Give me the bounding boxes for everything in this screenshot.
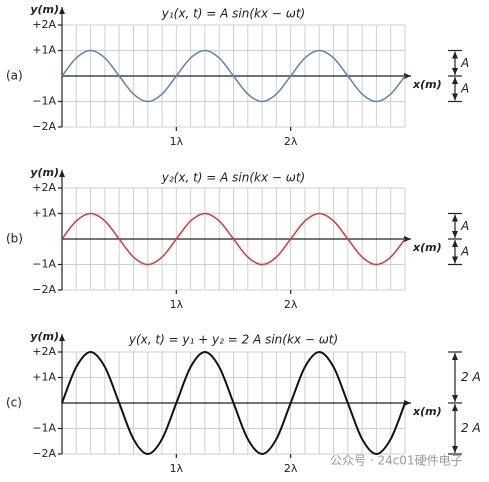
x-tick-label: 1λ <box>170 298 184 311</box>
x-axis-label: x(m) <box>412 78 442 91</box>
y-tick-label: −2A <box>32 447 56 460</box>
x-tick-label: 1λ <box>170 462 184 475</box>
amplitude-label: A <box>460 219 469 233</box>
chart-title: y₁(x, t) = A sin(kx − ωt) <box>161 7 305 21</box>
x-tick-label: 2λ <box>284 298 298 311</box>
y-tick-label: −1A <box>32 258 56 271</box>
wave-line <box>61 212 406 266</box>
y-tick-label: −1A <box>32 422 56 435</box>
wave-line <box>61 49 406 103</box>
amplitude-label: A <box>460 56 469 70</box>
y-tick-label: −2A <box>32 283 56 296</box>
x-axis-label: x(m) <box>412 405 442 418</box>
x-tick-label: 2λ <box>284 135 298 148</box>
y-axis-label: y(m) <box>30 330 59 343</box>
y-tick-label: +2A <box>32 18 56 31</box>
amplitude-label: A <box>460 244 469 258</box>
y-tick-label: +2A <box>32 345 56 358</box>
y-tick-label: +1A <box>32 371 56 384</box>
panel-label: (b) <box>6 232 23 246</box>
y-tick-label: +1A <box>32 44 56 57</box>
panel-label: (c) <box>6 396 22 410</box>
y-tick-label: −2A <box>32 120 56 133</box>
y-tick-label: +1A <box>32 207 56 220</box>
y-axis-label: y(m) <box>30 166 59 179</box>
y-tick-label: −1A <box>32 95 56 108</box>
amplitude-label: 2 A <box>461 421 481 435</box>
amplitude-label: A <box>460 81 469 95</box>
x-tick-label: 2λ <box>284 462 298 475</box>
chart-title: y₂(x, t) = A sin(kx − ωt) <box>161 171 305 185</box>
watermark: 公众号 · 24c01硬件电子 <box>330 454 463 468</box>
y-tick-label: +2A <box>32 181 56 194</box>
x-tick-label: 1λ <box>170 135 184 148</box>
amplitude-label: 2 A <box>461 370 481 384</box>
x-axis-label: x(m) <box>412 241 442 254</box>
wave-line <box>61 350 406 456</box>
y-axis-label: y(m) <box>30 3 59 16</box>
chart-title: y(x, t) = y₁ + y₂ = 2 A sin(kx − ωt) <box>128 333 338 347</box>
panel-label: (a) <box>6 69 23 83</box>
